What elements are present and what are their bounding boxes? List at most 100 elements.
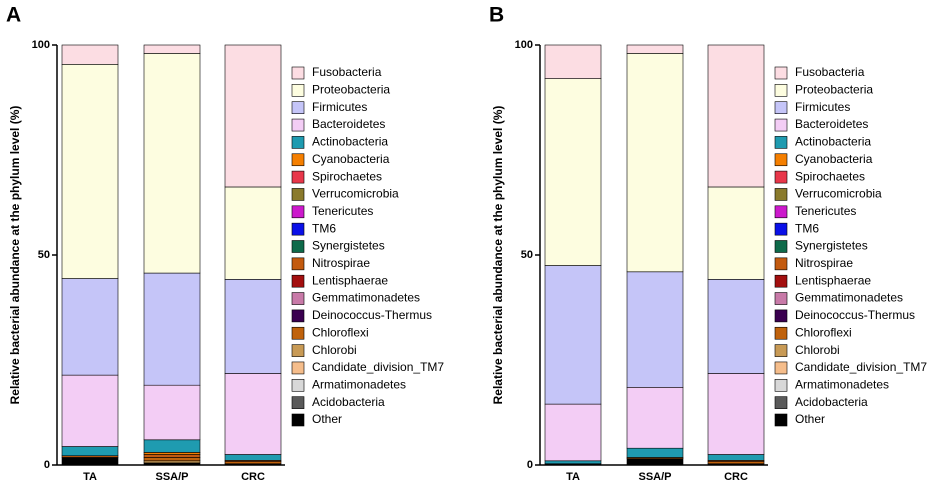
legend-label: Chlorobi [795, 343, 840, 357]
y-axis-label: Relative bacterial abundance at the phyl… [491, 106, 505, 405]
legend-label: Candidate_division_TM7 [312, 360, 444, 374]
legend-swatch [291, 84, 305, 97]
legend-label: Other [795, 412, 825, 426]
legend-label: Firmicutes [795, 100, 850, 114]
bar-segment [707, 454, 765, 461]
legend-label: Nitrospirae [795, 256, 853, 270]
x-tick-label: CRC [724, 471, 748, 483]
y-tick-label: 50 [521, 249, 533, 261]
bar-segment [626, 271, 684, 388]
legend-label: Bacteroidetes [795, 117, 868, 131]
y-axis-label: Relative bacterial abundance at the phyl… [8, 106, 22, 405]
legend-swatch [291, 66, 305, 80]
legend-label: Gemmatimonadetes [795, 291, 903, 305]
legend-label: Actinobacteria [312, 135, 388, 149]
legend-swatch [291, 309, 305, 323]
y-tick-label: 0 [44, 459, 50, 471]
legend-swatch [291, 344, 305, 357]
bar-segment [626, 44, 684, 54]
legend-label: Gemmatimonadetes [312, 291, 420, 305]
legend-label: Spirochaetes [312, 169, 382, 183]
legend-label: Deinococcus-Thermus [795, 308, 915, 322]
bar-segment [224, 186, 282, 280]
legend-swatch [291, 118, 305, 132]
legend-label: Deinococcus-Thermus [312, 308, 432, 322]
legend-label: Nitrospirae [312, 256, 370, 270]
legend-label: Chloroflexi [795, 325, 852, 339]
bar-segment [707, 186, 765, 280]
legend-label: Chlorobi [312, 343, 357, 357]
legend-label: Acidobacteria [312, 395, 385, 409]
legend-swatch [774, 101, 788, 114]
legend-swatch [774, 413, 788, 427]
legend-swatch [291, 222, 305, 236]
legend-swatch [774, 361, 788, 375]
legend-swatch [774, 274, 788, 288]
bar-segment [143, 452, 201, 455]
bar-segment [707, 44, 765, 188]
legend-swatch [291, 205, 305, 219]
legend-swatch [774, 84, 788, 97]
legend-label: Fusobacteria [795, 65, 865, 79]
bar-segment [707, 279, 765, 374]
legend-swatch [291, 274, 305, 288]
legend-swatch [291, 396, 305, 409]
bar-segment [707, 373, 765, 455]
y-tick-label: 100 [515, 39, 533, 51]
bar-segment [626, 458, 684, 466]
legend-swatch [774, 257, 788, 271]
legend-label: Lentisphaerae [312, 273, 388, 287]
y-tick-label: 100 [32, 39, 50, 51]
legend-label: Lentisphaerae [795, 273, 871, 287]
legend-swatch [774, 136, 788, 149]
legend-swatch [774, 118, 788, 132]
legend-label: Fusobacteria [312, 65, 382, 79]
legend-swatch [291, 257, 305, 271]
legend-swatch [291, 153, 305, 167]
bar-segment [544, 265, 602, 405]
bar-segment [143, 460, 201, 464]
legend-label: Armatimonadetes [795, 377, 889, 391]
bar-segment [61, 446, 119, 457]
legend-swatch [291, 170, 305, 184]
legend-label: Other [312, 412, 342, 426]
bar-segment [61, 64, 119, 279]
legend-label: Cyanobacteria [795, 152, 873, 166]
bar-segment [544, 78, 602, 266]
legend-label: TM6 [795, 221, 819, 235]
bar-segment [224, 454, 282, 461]
legend-swatch [291, 101, 305, 114]
bar-segment [143, 439, 201, 453]
x-tick-label: TA [83, 471, 97, 483]
legend-swatch [774, 188, 788, 201]
legend-swatch [774, 396, 788, 409]
legend-label: Verrucomicrobia [312, 187, 399, 201]
legend-label: Synergistetes [312, 239, 385, 253]
legend-label: Synergistetes [795, 239, 868, 253]
legend-label: Candidate_division_TM7 [795, 360, 927, 374]
bar-segment [143, 44, 201, 54]
x-tick-label: SSA/P [638, 471, 671, 483]
x-tick-label: CRC [241, 471, 265, 483]
legend-swatch [774, 222, 788, 236]
legend-label: TM6 [312, 221, 336, 235]
y-tick-label: 50 [38, 249, 50, 261]
legend-label: Actinobacteria [795, 135, 871, 149]
bar-segment [61, 457, 119, 466]
x-tick-label: SSA/P [155, 471, 188, 483]
legend-swatch [774, 378, 788, 392]
legend-swatch [291, 292, 305, 305]
bar-segment [626, 53, 684, 273]
panel-label: A [6, 4, 21, 27]
bar-segment [224, 44, 282, 188]
bar-segment [544, 44, 602, 79]
legend-swatch [291, 378, 305, 392]
legend-swatch [291, 188, 305, 201]
panel-label: B [489, 4, 504, 27]
legend-label: Proteobacteria [795, 83, 873, 97]
legend-swatch [774, 205, 788, 219]
bar-segment [143, 272, 201, 386]
bar-segment [224, 373, 282, 455]
legend-label: Cyanobacteria [312, 152, 390, 166]
